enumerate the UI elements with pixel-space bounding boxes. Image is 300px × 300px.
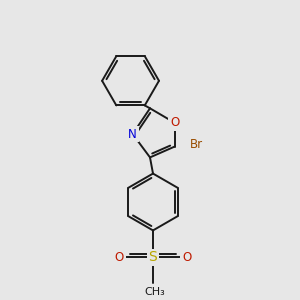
Text: S: S [148,250,158,264]
Text: O: O [115,251,124,264]
Text: O: O [182,251,191,264]
Text: Br: Br [190,138,203,151]
Text: O: O [170,116,179,129]
Text: N: N [128,128,137,141]
Text: CH₃: CH₃ [144,287,165,297]
